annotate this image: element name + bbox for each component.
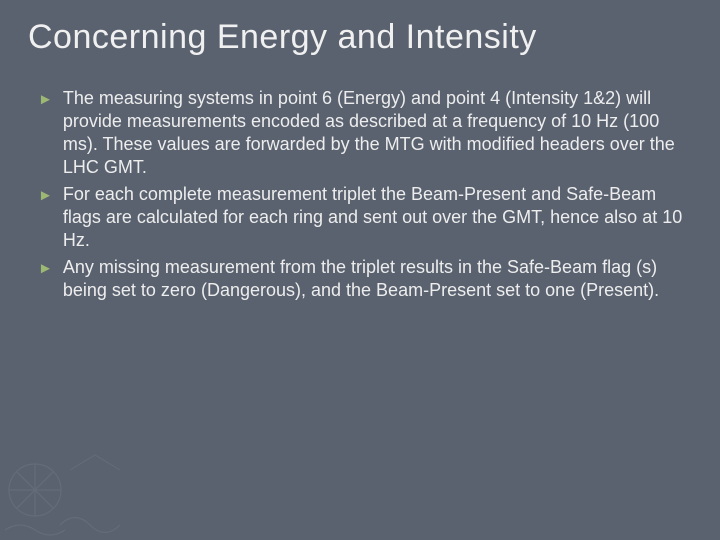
bullet-text: Any missing measurement from the triplet… (63, 256, 692, 302)
slide: Concerning Energy and Intensity ► The me… (0, 0, 720, 540)
list-item: ► Any missing measurement from the tripl… (38, 256, 692, 302)
bullet-icon: ► (38, 187, 53, 204)
bullet-icon: ► (38, 260, 53, 277)
bullet-text: For each complete measurement triplet th… (63, 183, 692, 252)
corner-decoration (0, 430, 140, 540)
list-item: ► The measuring systems in point 6 (Ener… (38, 87, 692, 179)
list-item: ► For each complete measurement triplet … (38, 183, 692, 252)
bullet-icon: ► (38, 91, 53, 108)
bullet-list: ► The measuring systems in point 6 (Ener… (28, 87, 692, 302)
slide-title: Concerning Energy and Intensity (28, 18, 692, 57)
bullet-text: The measuring systems in point 6 (Energy… (63, 87, 692, 179)
